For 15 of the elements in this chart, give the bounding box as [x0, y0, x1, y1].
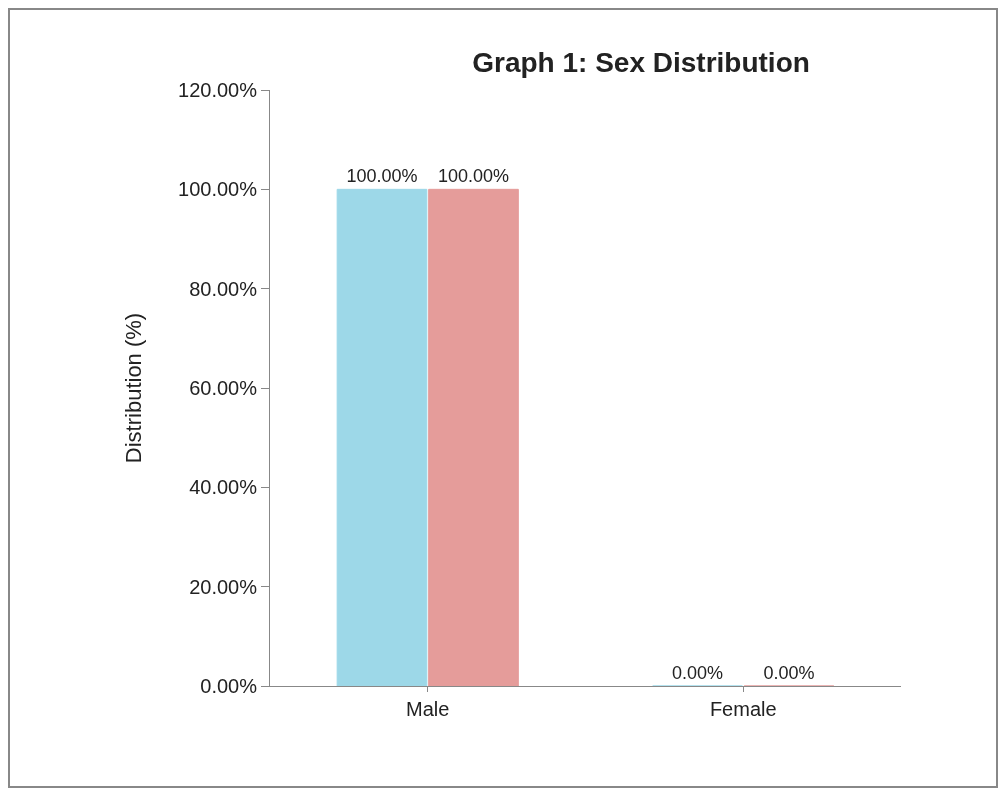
data-label: 0.00% [671, 663, 724, 683]
y-axis-title: Distribution (%) [120, 312, 146, 464]
x-tick-label: Male [406, 698, 450, 720]
data-label: 0.00% [763, 663, 815, 683]
y-tick-label: 40.00% [189, 476, 258, 499]
y-tick-label: 100.00% [178, 178, 258, 201]
y-tick-label: 120.00% [178, 79, 258, 101]
y-tick-label: 0.00% [200, 675, 258, 697]
y-tick-label: 80.00% [189, 277, 258, 300]
data-label: 100.00% [346, 166, 418, 187]
chart-title: Graph 1: Sex Distribution [472, 47, 810, 79]
x-tick-label: Female [709, 698, 777, 720]
y-tick-label: 60.00% [189, 377, 258, 399]
y-tick-label: 20.00% [189, 575, 258, 598]
data-label: 100.00% [437, 166, 510, 187]
